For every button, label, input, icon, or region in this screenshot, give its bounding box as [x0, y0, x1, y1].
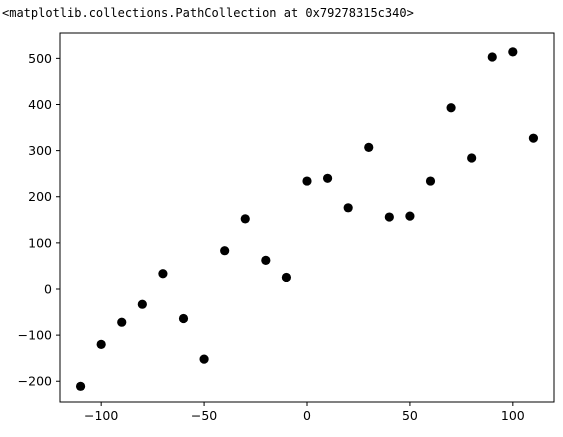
data-point	[220, 246, 230, 256]
y-tick-label: 500	[28, 51, 52, 66]
x-tick-label: −50	[191, 408, 217, 423]
y-tick-label: −200	[18, 374, 52, 389]
data-point	[302, 176, 312, 186]
x-tick-label: 100	[501, 408, 525, 423]
data-point	[261, 255, 271, 265]
data-point	[322, 173, 333, 183]
y-tick-label: −100	[18, 328, 52, 343]
data-point	[425, 176, 436, 186]
data-point	[117, 317, 127, 327]
x-tick-label: −100	[84, 408, 118, 423]
data-point	[487, 52, 497, 62]
data-point	[96, 339, 106, 349]
data-point	[75, 381, 86, 391]
x-tick-label: 0	[303, 408, 311, 423]
data-point	[384, 212, 394, 222]
x-axis-ticks: −100 −50 0 50 100	[84, 402, 525, 423]
cell-output-text: <matplotlib.collections.PathCollection a…	[2, 6, 414, 20]
y-tick-label: 200	[28, 189, 52, 204]
data-point	[178, 313, 189, 324]
y-tick-label: 300	[28, 143, 52, 158]
data-point	[508, 47, 518, 57]
data-point	[281, 272, 292, 283]
y-tick-label: 100	[28, 235, 52, 250]
x-tick-label: 50	[402, 408, 418, 423]
y-tick-label: 0	[44, 281, 52, 296]
data-point	[405, 211, 415, 221]
data-point	[199, 354, 209, 364]
data-point	[240, 214, 250, 224]
data-point	[467, 153, 477, 163]
data-point	[528, 133, 539, 143]
y-axis-ticks: −200 −100 0 100 200 300 400 500	[18, 51, 60, 389]
data-points	[75, 47, 539, 391]
data-point	[343, 203, 353, 213]
data-point	[364, 142, 374, 152]
data-point	[446, 103, 456, 113]
plot-frame	[59, 32, 555, 403]
data-point	[137, 299, 147, 309]
data-point	[158, 269, 168, 279]
y-tick-label: 400	[28, 97, 52, 112]
